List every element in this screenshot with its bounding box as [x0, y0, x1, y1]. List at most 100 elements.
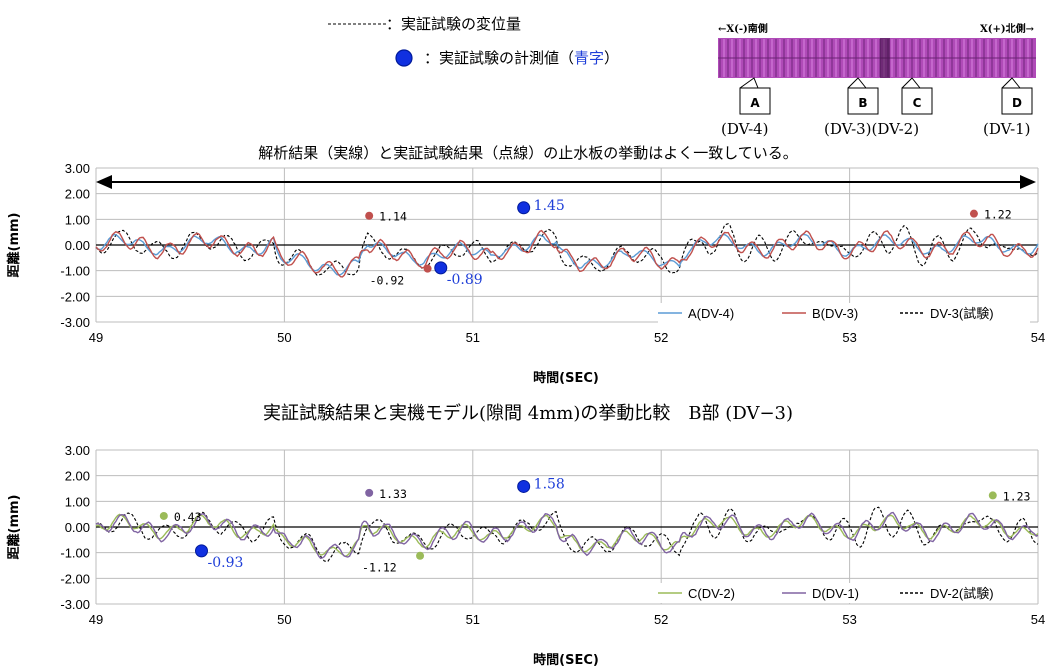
header-legend: ：実証試験の変位量 ：実証試験の計測値（青字） [328, 15, 619, 67]
peak-marker [969, 209, 978, 218]
legend-dashed-text: ：実証試験の変位量 [386, 15, 521, 33]
chart-top-gridlines [95, 167, 1039, 323]
series-line [95, 223, 1039, 276]
marker-value-label: 1.58 [534, 476, 565, 492]
chart-bottom-x-label: 時間(SEC) [533, 652, 599, 668]
peak-marker [159, 511, 168, 520]
measured-marker [195, 544, 209, 558]
chart-bottom-legend: C(DV-2) D(DV-1) DV-2(試験) [658, 583, 1030, 603]
legend-label: DV-2(試験) [930, 586, 994, 601]
chart-top-x-ticks: 49 50 51 52 53 54 [89, 330, 1045, 345]
marker-value-label: -0.89 [447, 272, 483, 288]
photo-callout-pointer [847, 77, 867, 89]
photo-left-label: ←X(-)南側 [718, 22, 768, 35]
marker-value-label: -0.93 [208, 555, 244, 571]
legend-box [658, 583, 1030, 603]
peak-marker [365, 211, 374, 220]
x-tick-label: 53 [842, 330, 856, 345]
y-tick-label: -2.00 [60, 289, 90, 304]
y-tick-label: -1.00 [60, 264, 90, 279]
photo-callout-box [901, 87, 933, 115]
legend-dot-text: ：実証試験の計測値（青字） [424, 49, 619, 67]
photo-callout-box [847, 87, 879, 115]
series-line [95, 506, 1039, 562]
photo-callout-label: D [1012, 96, 1022, 110]
legend-box [658, 303, 1030, 323]
peak-marker [423, 264, 432, 273]
chart-top-arrow [96, 175, 1036, 189]
y-tick-label: 0.00 [65, 520, 90, 535]
x-tick-label: 51 [466, 612, 480, 627]
chart-top-y-label: 距離(mm) [6, 213, 22, 278]
chart-top-series [95, 223, 1039, 278]
photo-caption-dv3-dv2: (DV-3)(DV-2) [824, 120, 919, 138]
legend-label: B(DV-3) [812, 306, 858, 321]
series-line [95, 513, 1039, 557]
legend-label: D(DV-1) [812, 586, 859, 601]
y-tick-label: 0.00 [65, 238, 90, 253]
x-tick-label: 49 [89, 330, 103, 345]
x-tick-label: 50 [277, 612, 291, 627]
legend-label: C(DV-2) [688, 586, 735, 601]
series-line [95, 229, 1039, 278]
photo-callout-label: A [750, 96, 760, 110]
measured-marker [434, 261, 448, 275]
legend-dot-blue: 青字 [574, 49, 604, 67]
chart-bottom-gridlines [95, 449, 1039, 605]
chart-top-markers: 1.14 -0.92 -0.89 1.45 1.22 [365, 198, 1012, 288]
photo-callout-box [1001, 87, 1033, 115]
photo-joint [880, 38, 890, 78]
legend-label: DV-3(試験) [930, 306, 994, 321]
marker-value-label: 1.45 [534, 198, 565, 214]
photo-caption-dv1: (DV-1) [983, 120, 1031, 138]
marker-value-label: -0.92 [370, 274, 405, 288]
photo-diagram: ←X(-)南側 X(+)北側→ A B C D (DV-4) (DV-3)(DV-2)… [718, 22, 1036, 138]
x-tick-label: 54 [1031, 612, 1045, 627]
chart-bottom-title: 実証試験結果と実機モデル(隙間 4mm)の挙動比較 B部 (DV−3) [263, 403, 793, 424]
marker-value-label: -1.12 [362, 561, 397, 575]
peak-marker [365, 488, 374, 497]
x-tick-label: 52 [654, 612, 668, 627]
y-tick-label: -2.00 [60, 571, 90, 586]
x-tick-label: 54 [1031, 330, 1045, 345]
legend-label: A(DV-4) [688, 306, 734, 321]
marker-value-label: 1.22 [984, 208, 1012, 222]
photo-callout-label: C [913, 96, 922, 110]
measured-marker [517, 201, 531, 215]
marker-value-label: 1.33 [379, 487, 407, 501]
x-tick-label: 53 [842, 612, 856, 627]
photo-callout-box [739, 87, 771, 115]
y-tick-label: 1.00 [65, 494, 90, 509]
photo-callout-label: B [858, 96, 867, 110]
y-tick-label: 1.00 [65, 212, 90, 227]
y-tick-label: -3.00 [60, 315, 90, 330]
chart-top-x-label: 時間(SEC) [533, 370, 599, 386]
y-tick-label: 2.00 [65, 187, 90, 202]
marker-value-label: 0.43 [174, 510, 202, 524]
y-tick-label: 2.00 [65, 469, 90, 484]
y-tick-label: 3.00 [65, 161, 90, 176]
photo-callouts: A B C D [739, 77, 1033, 115]
photo-strip-texture [718, 38, 1036, 78]
legend-dot-icon [395, 49, 413, 67]
chart-top-y-ticks: 3.00 2.00 1.00 0.00 -1.00 -2.00 -3.00 [60, 161, 90, 330]
x-tick-label: 51 [466, 330, 480, 345]
series-line [95, 511, 1039, 560]
peak-marker [988, 491, 997, 500]
photo-callout-pointer [901, 77, 921, 89]
peak-marker [416, 551, 425, 560]
chart-bottom: 実証試験結果と実機モデル(隙間 4mm)の挙動比較 B部 (DV−3) 0.43… [6, 403, 1045, 668]
chart-bottom-y-label: 距離(mm) [6, 495, 22, 560]
x-tick-label: 50 [277, 330, 291, 345]
chart-bottom-markers: 0.43 -0.93 1.33 -1.12 1.58 1.23 [159, 476, 1031, 575]
chart-bottom-series [95, 506, 1039, 562]
photo-right-label: X(+)北側→ [980, 22, 1035, 35]
y-tick-label: -3.00 [60, 597, 90, 612]
x-tick-label: 52 [654, 330, 668, 345]
chart-bottom-y-ticks: 3.00 2.00 1.00 0.00 -1.00 -2.00 -3.00 [60, 443, 90, 612]
marker-value-label: 1.23 [1003, 489, 1031, 503]
y-tick-label: -1.00 [60, 546, 90, 561]
chart-top-legend: A(DV-4) B(DV-3) DV-3(試験) [658, 303, 1030, 323]
y-tick-label: 3.00 [65, 443, 90, 458]
